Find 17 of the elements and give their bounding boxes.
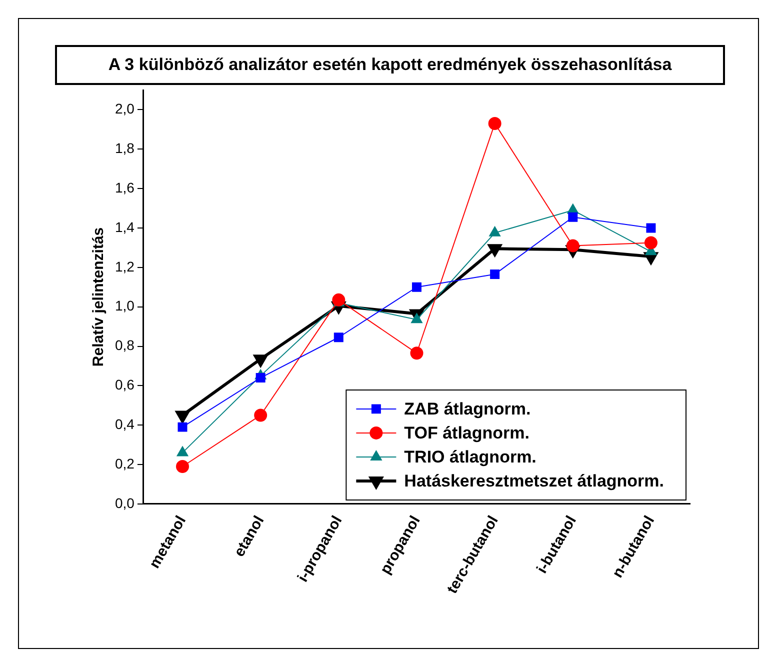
y-tick-label: 0,2	[114, 455, 135, 472]
y-tick-label: 1,4	[114, 218, 135, 235]
y-axis-title: Relatív jelintenzitás	[90, 227, 108, 367]
y-tick-label: 0,8	[114, 337, 135, 354]
y-tick-label: 2,0	[114, 100, 135, 117]
y-tick-label: 0,6	[114, 376, 135, 393]
legend-label: Hatáskeresztmetszet átlagnorm.	[404, 472, 664, 491]
y-tick-label: 1,6	[114, 179, 135, 196]
y-tick-label: 1,8	[114, 140, 135, 156]
chart-title: A 3 különböző analizátor esetén kapott eredmények összehasonlítása	[55, 45, 725, 85]
legend-label: TRIO átlagnorm.	[404, 448, 536, 467]
y-tick-label: 1,2	[114, 258, 135, 274]
y-tick-label: 0,4	[114, 416, 135, 432]
y-tick-label: 0,0	[114, 494, 135, 511]
y-tick-label: 1,0	[114, 298, 135, 314]
legend-label: TOF átlagnorm.	[404, 424, 530, 443]
legend-label: ZAB átlagnorm.	[404, 400, 531, 419]
